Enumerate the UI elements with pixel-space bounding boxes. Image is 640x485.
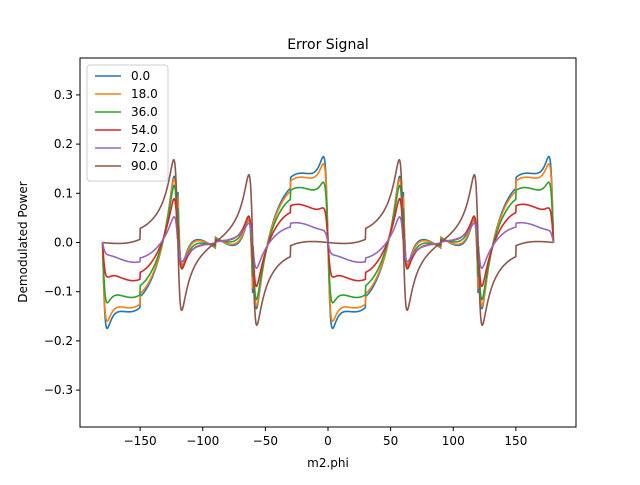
y-tick-label: 0.1	[54, 186, 73, 200]
y-tick-label: 0.2	[54, 137, 73, 151]
x-tick-label: −50	[253, 434, 278, 448]
legend-label: 54.0	[131, 123, 158, 137]
y-tick-label: 0.0	[54, 236, 73, 250]
legend-label: 90.0	[131, 159, 158, 173]
x-axis-label: m2.phi	[307, 456, 349, 470]
x-tick-label: −100	[186, 434, 219, 448]
x-axis: −150 −100 −50 0 50 100 150	[124, 427, 527, 448]
x-tick-label: −150	[124, 434, 157, 448]
x-tick-label: 150	[504, 434, 527, 448]
legend-label: 36.0	[131, 105, 158, 119]
legend: 0.0 18.0 36.0 54.0 72.0 90.0	[86, 64, 169, 182]
x-tick-label: 100	[442, 434, 465, 448]
x-tick-label: 50	[383, 434, 398, 448]
legend-label: 18.0	[131, 87, 158, 101]
series-layer	[101, 155, 555, 330]
y-axis-label: Demodulated Power	[16, 181, 30, 302]
x-tick-label: 0	[324, 434, 332, 448]
y-tick-label: −0.1	[44, 285, 73, 299]
legend-label: 0.0	[131, 69, 150, 83]
chart-title: Error Signal	[287, 37, 369, 53]
series-line	[102, 158, 554, 327]
y-axis: −0.3 −0.2 −0.1 0.0 0.1 0.2 0.3	[44, 88, 80, 397]
legend-label: 72.0	[131, 141, 158, 155]
y-tick-label: 0.3	[54, 88, 73, 102]
y-tick-label: −0.2	[44, 334, 73, 348]
y-tick-label: −0.3	[44, 383, 73, 397]
